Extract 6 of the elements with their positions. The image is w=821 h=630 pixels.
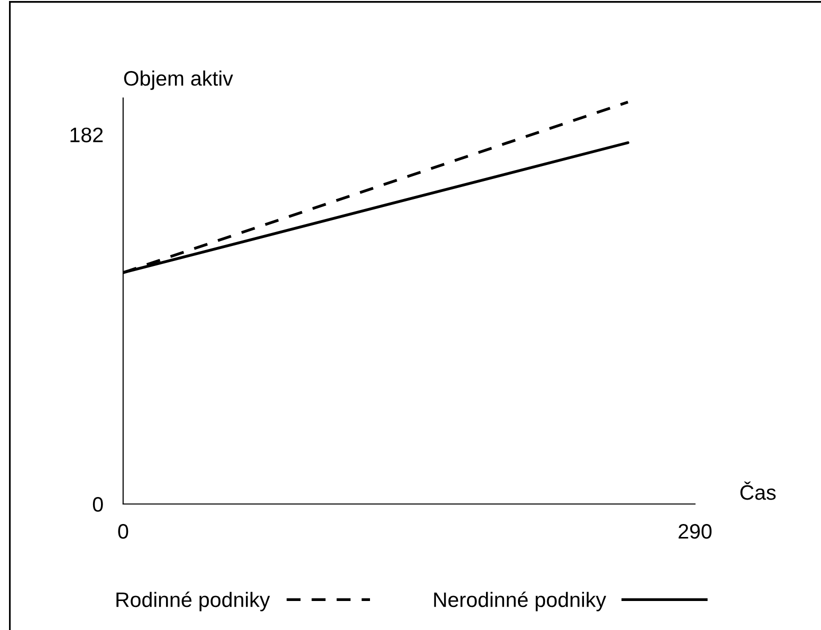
legend-label: Nerodinné podniky [434,592,606,612]
y-axis-title: Objem aktiv [124,70,234,90]
y-tick-label: 182 [70,128,103,142]
x-tick-label: 290 [678,524,712,539]
legend-label: Rodinné podniky [116,592,270,612]
x-axis-title: Čas [740,481,776,500]
